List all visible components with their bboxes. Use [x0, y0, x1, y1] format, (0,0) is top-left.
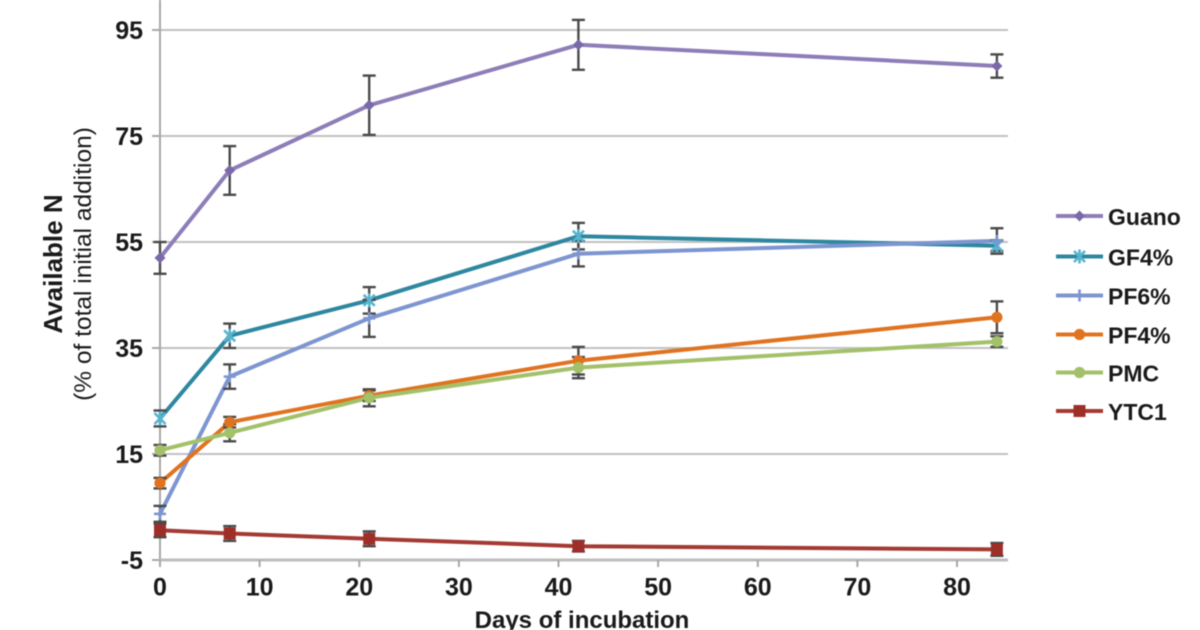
svg-text:0: 0	[153, 574, 167, 602]
svg-text:10: 10	[246, 574, 274, 602]
svg-text:30: 30	[445, 574, 473, 602]
svg-text:35: 35	[115, 335, 143, 363]
svg-text:PF4%: PF4%	[1108, 323, 1171, 349]
svg-text:(% of total initial addition): (% of total initial addition)	[70, 127, 97, 401]
svg-text:55: 55	[115, 229, 143, 257]
svg-text:YTC1: YTC1	[1108, 399, 1167, 425]
svg-text:75: 75	[115, 123, 143, 151]
svg-text:40: 40	[545, 574, 573, 602]
svg-text:-5: -5	[121, 547, 143, 575]
svg-text:95: 95	[115, 17, 143, 45]
svg-text:Guano: Guano	[1108, 204, 1181, 230]
svg-text:PF6%: PF6%	[1108, 284, 1171, 310]
svg-text:20: 20	[345, 574, 373, 602]
svg-text:PMC: PMC	[1108, 361, 1159, 387]
svg-text:80: 80	[943, 574, 971, 602]
svg-text:Days of incubation: Days of incubation	[475, 607, 690, 630]
svg-text:60: 60	[744, 574, 772, 602]
svg-text:70: 70	[843, 574, 871, 602]
svg-text:50: 50	[644, 574, 672, 602]
svg-text:Available N: Available N	[38, 194, 68, 333]
svg-text:15: 15	[115, 441, 143, 469]
svg-text:GF4%: GF4%	[1108, 245, 1173, 271]
